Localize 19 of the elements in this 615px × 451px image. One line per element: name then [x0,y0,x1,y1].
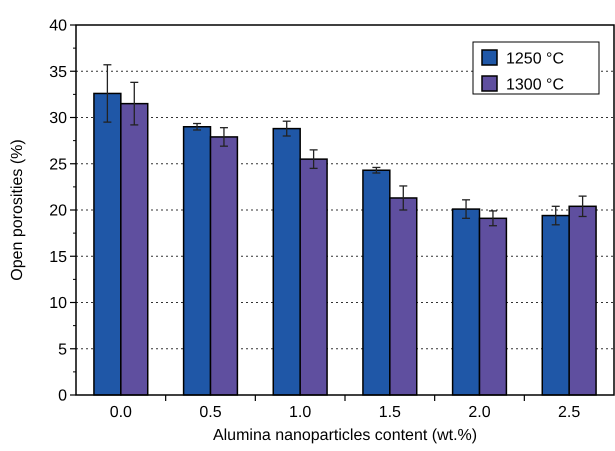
y-axis-title: Open porosities (%) [9,139,26,281]
y-tick-label: 35 [49,64,68,81]
y-tick-label: 15 [49,248,68,266]
x-tick-label: 0.0 [110,404,132,421]
x-tick-label: 2.0 [468,404,491,421]
y-tick-label: 40 [49,18,68,35]
legend-label: 1300 °C [506,76,564,94]
y-tick-label: 20 [49,202,68,220]
x-tick-label: 2.5 [558,404,580,421]
y-tick-label: 10 [49,295,68,312]
y-tick-label: 25 [49,156,68,174]
x-tick-label: 1.5 [378,404,402,421]
y-tick-label: 30 [49,110,68,128]
x-tick-label: 1.0 [289,404,312,421]
legend-label: 1250 °C [506,50,564,68]
y-tick-label: 0 [58,388,68,405]
x-axis-title: Alumina nanoparticles content (wt.%) [212,427,478,444]
y-tick-label: 5 [58,341,68,358]
x-tick-label: 0.5 [199,404,222,421]
